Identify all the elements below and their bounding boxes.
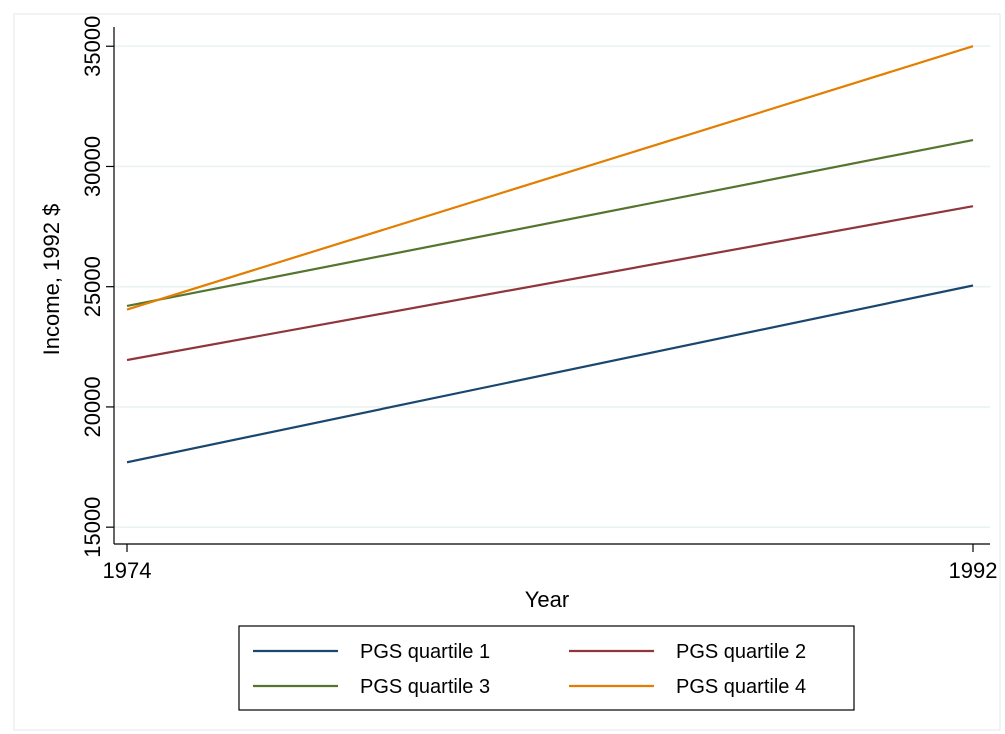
legend-label-4: PGS quartile 4 [676, 676, 806, 698]
y-tick-label-1: 20000 [80, 376, 105, 437]
y-tick-label-0: 15000 [80, 497, 105, 558]
series-line-3 [126, 138, 974, 308]
x-axis-title: Year [525, 587, 569, 612]
legend-label-1: PGS quartile 1 [360, 641, 490, 663]
series-line-4 [126, 45, 974, 311]
legend-items: PGS quartile 1 PGS quartile 2 PGS quartile… [253, 641, 806, 698]
legend: PGS quartile 1 PGS quartile 2 PGS quartile… [238, 625, 855, 711]
x-tick-label-0: 1974 [103, 558, 152, 583]
y-tick-label-4: 35000 [80, 16, 105, 77]
legend-box [238, 625, 855, 711]
series-line-1 [126, 284, 974, 464]
axes [113, 27, 990, 545]
series-lines [126, 45, 974, 464]
legend-label-3: PGS quartile 3 [360, 676, 490, 698]
y-axis-title: Income, 1992 $ [39, 204, 64, 356]
y-tick-label-3: 30000 [80, 136, 105, 197]
y-tick-label-2: 25000 [80, 256, 105, 317]
series-line-2 [126, 205, 974, 362]
graph-region [13, 13, 1001, 731]
grid-lines [114, 45, 990, 528]
x-tick-label-1: 1992 [949, 558, 998, 583]
legend-label-2: PGS quartile 2 [676, 641, 806, 663]
tick-labels: 15000 20000 25000 30000 35000 1974 1992 [80, 16, 997, 583]
